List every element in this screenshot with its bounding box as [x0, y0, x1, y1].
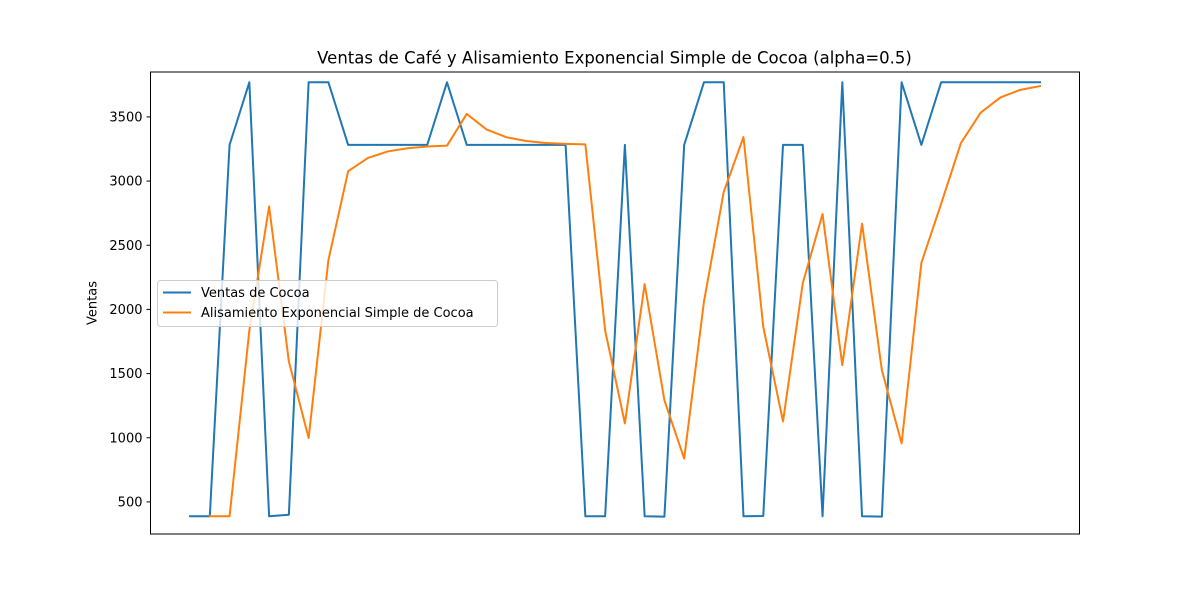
series-line-cocoa [189, 81, 1041, 518]
series-line-smoothing [208, 84, 1042, 518]
y-axis-ticks: 500 1000 1500 2000 2500 3000 3500 [109, 110, 151, 510]
y-tick-label: 2500 [109, 239, 142, 254]
y-tick-label: 2000 [109, 303, 142, 318]
legend-box [157, 280, 498, 327]
y-tick-label: 500 [118, 495, 143, 510]
y-tick-label: 1500 [109, 367, 142, 382]
y-tick-label: 1000 [109, 431, 142, 446]
plot-frame [150, 71, 1080, 535]
legend: Ventas de Cocoa Alisamiento Exponencial … [157, 280, 498, 327]
y-tick-label: 3000 [109, 175, 142, 190]
legend-label-cocoa: Ventas de Cocoa [201, 286, 310, 301]
legend-label-smoothing: Alisamiento Exponencial Simple de Cocoa [201, 306, 474, 321]
series-layer [189, 81, 1042, 518]
y-tick-label: 3500 [109, 110, 142, 125]
chart-title: Ventas de Café y Alisamiento Exponencial… [317, 49, 912, 68]
y-axis-label: Ventas [86, 281, 101, 325]
